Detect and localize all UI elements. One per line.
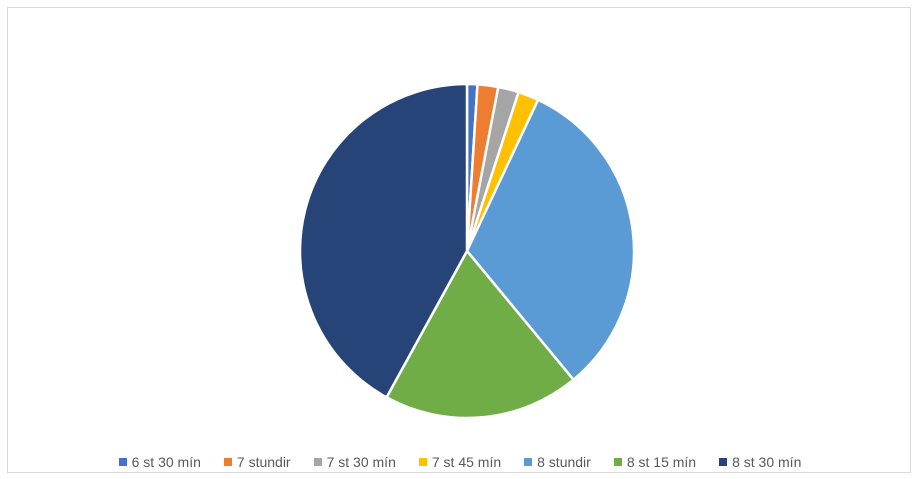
legend-label: 8 st 30 mín — [732, 454, 802, 470]
legend-swatch — [313, 458, 322, 466]
legend-item: 7 st 45 mín — [418, 454, 502, 470]
legend-label: 7 st 45 mín — [431, 454, 502, 470]
legend-label: 6 st 30 mín — [131, 454, 201, 470]
legend-label: 7 st 30 mín — [326, 454, 396, 470]
pie-slice-5 — [465, 98, 636, 381]
legend-swatch — [719, 458, 728, 466]
legend-item: 8 stundir — [524, 454, 591, 470]
legend-swatch — [223, 458, 232, 466]
legend-swatch — [524, 458, 533, 466]
pie-slice-6 — [385, 249, 575, 420]
legend-swatch — [118, 458, 127, 466]
legend-label: 8 st 15 mín — [626, 454, 697, 470]
legend-item: 8 st 15 mín — [613, 454, 697, 470]
legend-swatch — [613, 458, 622, 466]
legend-item: 7 st 30 mín — [313, 454, 396, 470]
pie-slice-7 — [298, 82, 469, 399]
legend-label: 8 stundir — [537, 454, 591, 470]
pie-slices — [298, 82, 636, 420]
legend-item: 6 st 30 mín — [118, 454, 201, 470]
legend-label: 7 stundir — [236, 454, 291, 470]
chart-area: 6 st 30 mín 7 stundir 7 st 30 mín 7 st 45 m… — [7, 7, 911, 473]
legend-item: 7 stundir — [223, 454, 291, 470]
pie-chart — [298, 82, 636, 420]
legend: 6 st 30 mín 7 stundir 7 st 30 mín 7 st 45 m… — [8, 450, 912, 474]
legend-item: 8 st 30 mín — [719, 454, 801, 470]
legend-swatch — [418, 458, 427, 466]
